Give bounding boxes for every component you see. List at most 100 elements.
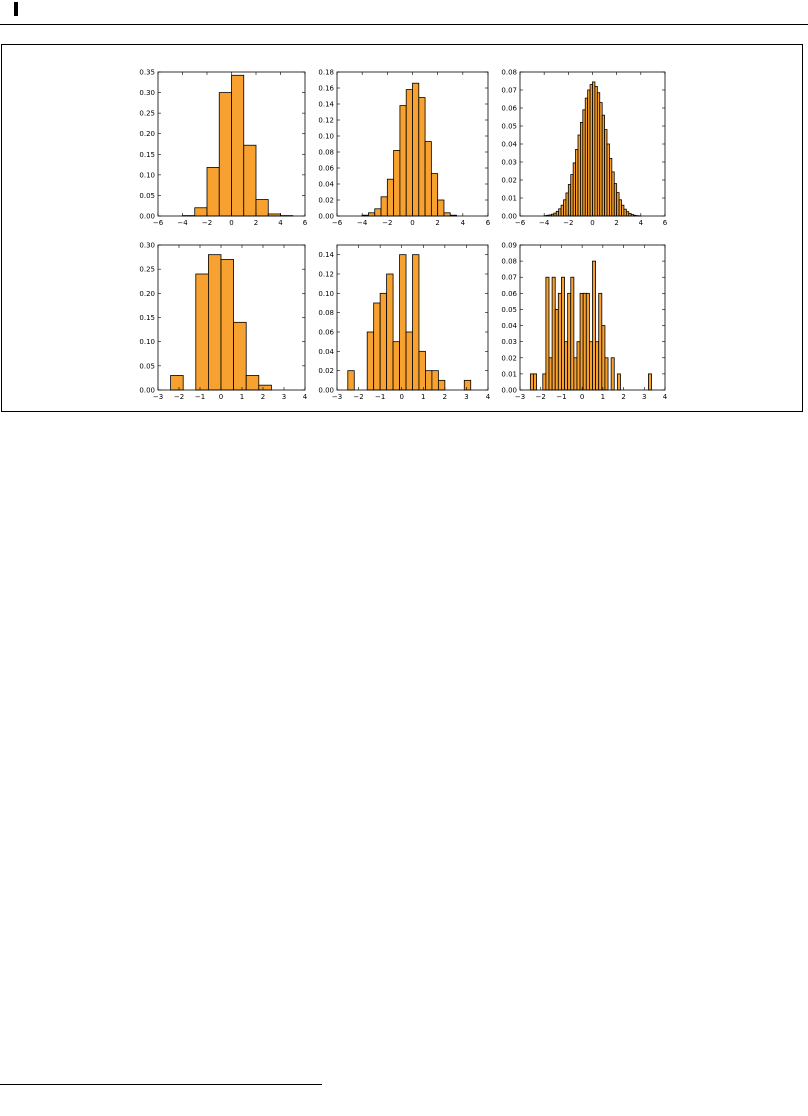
y-tick-label: 0.05 — [501, 123, 517, 131]
y-tick-label: 0.04 — [318, 181, 334, 189]
histogram-bar — [601, 325, 606, 391]
histogram-bar — [533, 373, 537, 391]
histogram-bar — [233, 321, 247, 391]
histogram-bar — [588, 341, 593, 391]
histogram-bar — [598, 292, 603, 391]
y-tick-label: 0.06 — [318, 165, 334, 173]
histogram-bar — [379, 292, 388, 391]
x-tick-label: 0 — [219, 393, 223, 401]
histogram-bar — [542, 373, 547, 391]
y-tick-label: 0.16 — [318, 85, 334, 93]
y-tick-label: 0.06 — [501, 105, 517, 113]
x-tick-label: 1 — [601, 393, 605, 401]
x-tick-label: −2 — [536, 393, 546, 401]
histogram-bar — [595, 341, 600, 391]
histogram-bar — [443, 212, 451, 217]
x-tick-label: 2 — [614, 219, 618, 227]
histogram-bar — [604, 357, 609, 391]
histogram-bar — [579, 292, 584, 391]
x-tick-label: 4 — [639, 219, 644, 227]
x-tick-label: −3 — [515, 393, 525, 401]
y-tick-label: 0.25 — [139, 110, 155, 118]
x-tick-label: 1 — [421, 393, 425, 401]
x-tick-label: −2 — [353, 393, 363, 401]
x-tick-label: 3 — [464, 393, 468, 401]
histogram-bar — [220, 259, 235, 391]
y-tick-label: 0.08 — [501, 69, 517, 77]
x-tick-label: 2 — [261, 393, 265, 401]
histogram-bar — [405, 331, 413, 391]
histogram-bar — [373, 302, 381, 391]
histogram-figure: −6 −4 −2 0 2 4 6 0.00 0.05 0.10 0.15 0.20 0.25 0.30 0.… — [139, 69, 668, 402]
y-tick-label: 0.00 — [139, 387, 155, 395]
histogram-panel-1: −6 −4 −2 0 2 4 6 0.00 0.05 0.10 0.15 0.20 0.25 0.30 0.… — [139, 69, 307, 228]
histogram-bar — [195, 273, 209, 391]
histogram-bar — [424, 141, 432, 217]
x-tick-label: −4 — [539, 219, 550, 227]
x-tick-label: 6 — [663, 219, 668, 227]
histogram-bar — [548, 357, 553, 391]
histogram-bar — [399, 254, 407, 391]
x-tick-label: −1 — [375, 393, 385, 401]
y-tick-label: 0.07 — [501, 274, 517, 282]
x-tick-label: 4 — [663, 393, 668, 401]
histogram-bar — [557, 292, 562, 391]
x-tick-label: −2 — [563, 219, 573, 227]
y-tick-label: 0.30 — [139, 242, 155, 250]
y-tick-label: 0.10 — [318, 290, 334, 298]
histogram-bar — [551, 276, 556, 391]
x-tick-label: −4 — [177, 219, 188, 227]
histogram-bar — [368, 212, 376, 217]
histogram-bar — [576, 341, 581, 391]
histogram-bar — [392, 341, 400, 391]
y-tick-label: 0.04 — [501, 141, 517, 149]
y-tick-label: 0.10 — [139, 171, 155, 179]
histogram-bar — [374, 208, 382, 217]
y-tick-label: 0.30 — [139, 89, 155, 97]
histogram-bar — [529, 373, 534, 391]
histogram-bar — [431, 370, 439, 391]
histogram-bar — [366, 331, 375, 391]
figure-frame: −6 −4 −2 0 2 4 6 0.00 0.05 0.10 0.15 0.20 0.25 0.30 0.… — [1, 44, 803, 412]
y-tick-label: 0.09 — [501, 242, 517, 250]
x-tick-label: 0 — [410, 219, 414, 227]
y-tick-label: 0.15 — [139, 314, 155, 322]
histogram-bar — [412, 254, 420, 391]
histogram-bar — [437, 379, 446, 391]
y-tick-label: 0.35 — [139, 69, 155, 77]
histogram-bar — [243, 144, 257, 217]
y-tick-label: 0.06 — [501, 290, 517, 298]
y-tick-label: 0.07 — [501, 87, 517, 95]
histogram-bar — [170, 375, 184, 391]
x-tick-label: 0 — [590, 219, 594, 227]
histogram-bar — [545, 276, 550, 391]
histogram-bar — [585, 292, 590, 391]
x-tick-label: 0 — [229, 219, 233, 227]
y-tick-label: 0.25 — [139, 266, 155, 274]
header-rule — [0, 24, 808, 25]
x-tick-label: −3 — [153, 393, 163, 401]
header-marker-bar — [14, 2, 18, 16]
x-tick-label: −2 — [174, 393, 184, 401]
histogram-bar — [194, 207, 208, 217]
x-tick-label: 2 — [254, 219, 258, 227]
histogram-bar — [380, 196, 388, 217]
histogram-bar — [405, 89, 413, 217]
y-tick-label: 0.05 — [139, 192, 155, 200]
y-tick-label: 0.08 — [318, 309, 334, 317]
x-tick-label: −1 — [195, 393, 205, 401]
y-tick-label: 0.02 — [318, 367, 334, 375]
histogram-bar — [570, 276, 575, 391]
y-tick-label: 0.00 — [318, 387, 334, 395]
y-tick-label: 0.02 — [501, 354, 517, 362]
x-tick-label: −1 — [556, 393, 566, 401]
y-tick-label: 0.01 — [501, 370, 517, 378]
y-tick-label: 0.08 — [501, 258, 517, 266]
x-tick-label: 4 — [486, 393, 491, 401]
y-tick-label: 0.03 — [501, 338, 517, 346]
x-tick-label: −3 — [332, 393, 342, 401]
y-tick-label: 0.00 — [139, 213, 155, 221]
x-tick-label: 1 — [240, 393, 244, 401]
histogram-bar — [610, 357, 615, 391]
x-tick-label: −2 — [202, 219, 212, 227]
